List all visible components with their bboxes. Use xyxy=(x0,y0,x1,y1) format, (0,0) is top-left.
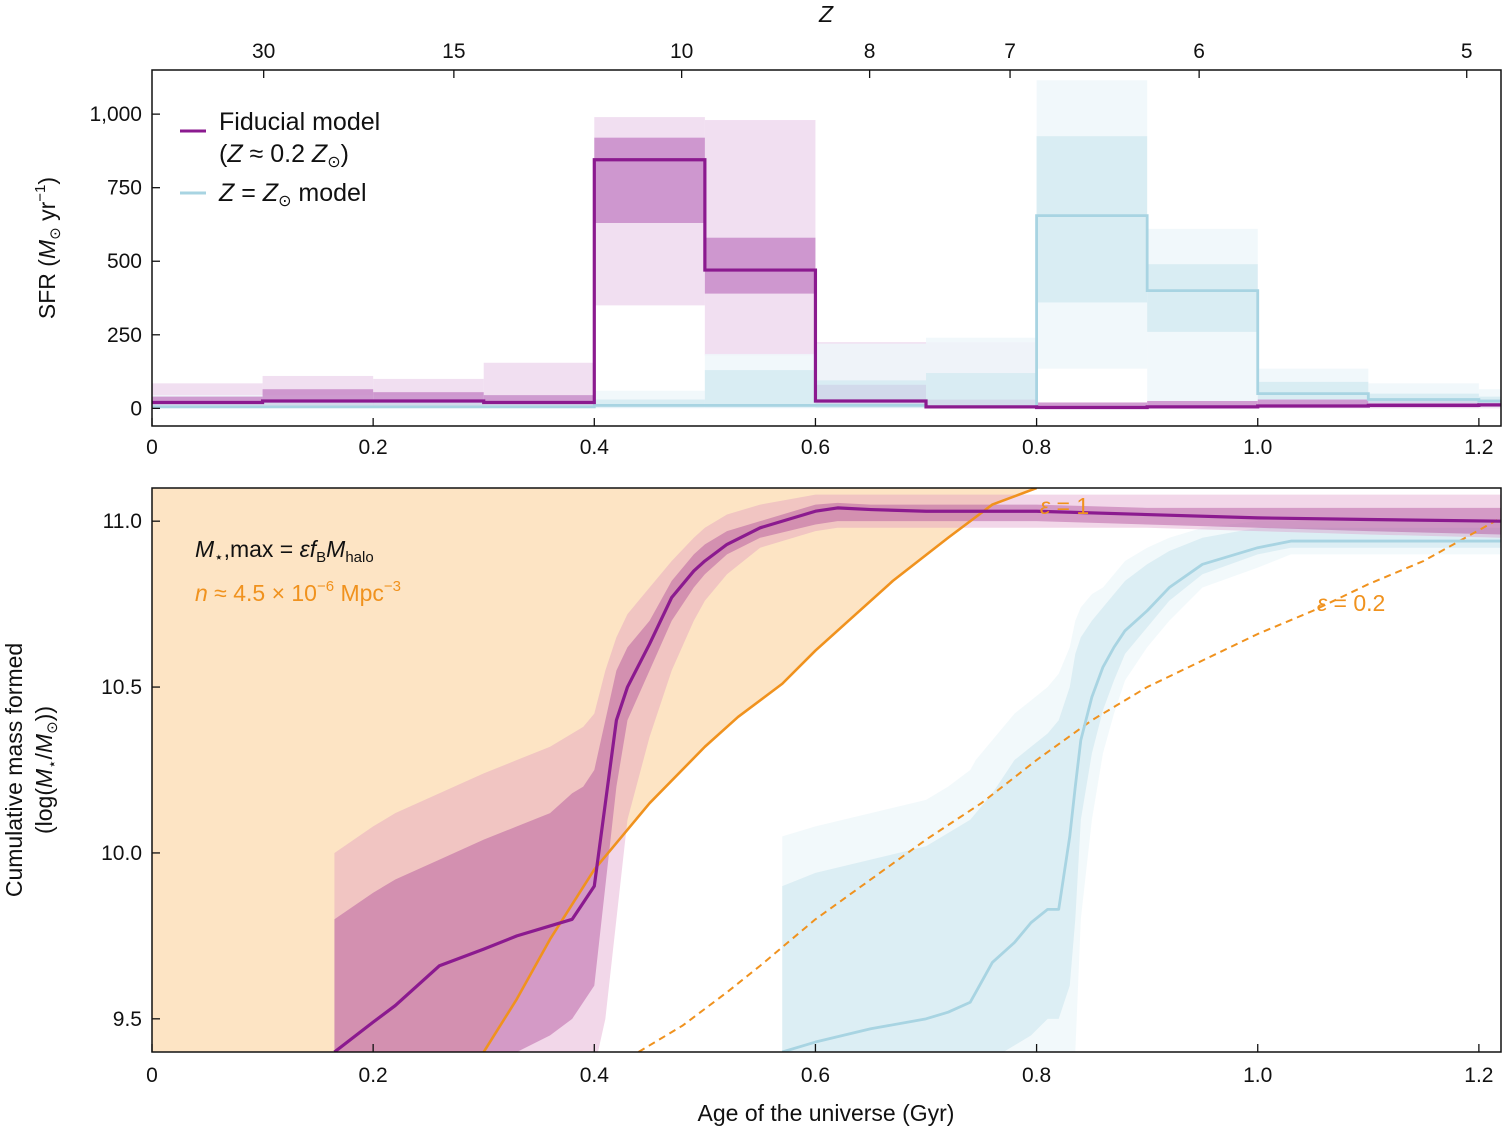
mass-y-axis-label-line1: Cumulative mass formed xyxy=(1,643,27,897)
redshift-tick-label: 30 xyxy=(252,40,275,63)
sfr-inner-band-1-5 xyxy=(704,370,816,408)
redshift-tick-label: 7 xyxy=(1004,40,1016,63)
redshift-tick-label: 10 xyxy=(670,40,693,63)
mass-line-epsilon-1 xyxy=(482,488,1038,1052)
mass-x-tick-label: 1.2 xyxy=(1464,1064,1493,1087)
sfr-inner-band-1-7 xyxy=(926,373,1037,409)
redshift-axis-title: Z xyxy=(818,1,834,27)
sfr-x-tick-label: 0 xyxy=(146,436,158,459)
sfr-y-tick-label: 750 xyxy=(107,177,142,200)
legend-solar-label: Z = Z⊙ model xyxy=(218,179,367,210)
mass-x-tick-label: 0.2 xyxy=(359,1064,388,1087)
sfr-inner-band-1-3 xyxy=(483,402,595,409)
mass-y-tick-label: 10.5 xyxy=(101,676,142,699)
sfr-inner-band-0-4 xyxy=(594,137,705,223)
mass-line-fiducial xyxy=(333,506,1501,1052)
sfr-inner-band-0-10 xyxy=(1257,399,1369,408)
redshift-tick-label: 5 xyxy=(1461,40,1473,63)
redshift-tick-label: 8 xyxy=(864,40,876,63)
redshift-tick-label: 6 xyxy=(1193,40,1205,63)
sfr-legend: Fiducial model (Z ≈ 0.2 Z⊙) Z = Z⊙ model xyxy=(180,108,380,210)
mass-lines xyxy=(333,488,1501,1052)
mass-fiducial-outer-band xyxy=(334,494,1501,1052)
max-mass-region xyxy=(152,488,1037,1052)
mass-x-tick-label: 0.6 xyxy=(801,1064,830,1087)
sfr-inner-band-0-11 xyxy=(1368,399,1479,408)
mass-line-solar xyxy=(781,539,1501,1052)
legend-fiducial-metallicity: (Z ≈ 0.2 Z⊙) xyxy=(219,140,349,171)
x-axis-label: Age of the universe (Gyr) xyxy=(698,1100,955,1126)
sfr-lines xyxy=(152,158,1501,410)
redshift-tick-label: 15 xyxy=(442,40,465,63)
max-mass-formula: M⋆,max = εfBMhalo xyxy=(195,536,374,566)
sfr-inner-band-0-8 xyxy=(1036,402,1148,409)
mass-x-tick-label: 0 xyxy=(146,1064,158,1087)
sfr-x-tick-label: 0.8 xyxy=(1022,436,1051,459)
mass-frame xyxy=(151,487,1502,1053)
mass-x-tick-label: 1.0 xyxy=(1243,1064,1272,1087)
sfr-bands xyxy=(152,80,1501,409)
mass-fiducial-inner-band xyxy=(334,502,1501,1052)
sfr-inner-band-0-3 xyxy=(483,395,595,406)
epsilon-0.2-label: ε = 0.2 xyxy=(1317,590,1385,616)
legend-fiducial-label: Fiducial model xyxy=(219,108,380,136)
sfr-inner-band-1-10 xyxy=(1257,381,1369,400)
sfr-x-tick-label: 1.0 xyxy=(1243,436,1272,459)
sfr-x-tick-label: 0.6 xyxy=(801,436,830,459)
sfr-y-axis-label: SFR (M⊙ yr−1) xyxy=(32,177,64,319)
mass-y-ticks: 9.5 10.0 10.5 11.0 xyxy=(101,510,160,1031)
sfr-frame xyxy=(151,69,1502,427)
mass-y-axis-label-line2: (log(M⋆/M⊙)) xyxy=(31,706,61,834)
sfr-inner-band-0-5 xyxy=(704,237,816,294)
redshift-ticks: 30 15 10 8 7 6 5 xyxy=(252,40,1473,78)
sfr-inner-band-0-9 xyxy=(1147,400,1258,408)
sfr-y-tick-label: 250 xyxy=(107,324,142,347)
mass-panel: 0 0.2 0.4 0.6 0.8 1.0 1.2 9.5 10.0 10.5 11.0 Age … xyxy=(1,487,1502,1126)
sfr-y-tick-label: 500 xyxy=(107,250,142,273)
sfr-inner-band-1-2 xyxy=(373,402,484,409)
mass-x-tick-label: 0.4 xyxy=(580,1064,610,1087)
sfr-x-ticks: 0 0.2 0.4 0.6 0.8 1.0 1.2 xyxy=(146,418,1493,459)
sfr-x-tick-label: 0.4 xyxy=(580,436,610,459)
sfr-x-tick-label: 0.2 xyxy=(359,436,388,459)
mass-line-epsilon-0.2 xyxy=(638,516,1501,1052)
sfr-inner-band-1-1 xyxy=(262,402,374,409)
sfr-x-tick-label: 1.2 xyxy=(1464,436,1493,459)
mass-x-tick-label: 0.8 xyxy=(1022,1064,1051,1087)
mass-y-tick-label: 10.0 xyxy=(101,842,142,865)
mass-bands xyxy=(334,494,1501,1052)
sfr-inner-band-1-9 xyxy=(1147,264,1258,332)
mass-x-ticks: 0 0.2 0.4 0.6 0.8 1.0 1.2 xyxy=(146,1044,1493,1087)
sfr-y-tick-label: 1,000 xyxy=(89,103,142,126)
mass-y-tick-label: 11.0 xyxy=(103,510,142,533)
epsilon-1-label: ε = 1 xyxy=(1040,493,1089,519)
mass-y-tick-label: 9.5 xyxy=(113,1008,142,1031)
sfr-inner-band-1-8 xyxy=(1036,136,1148,303)
sfr-inner-band-1-6 xyxy=(815,380,927,408)
sfr-panel: 0 0.2 0.4 0.6 0.8 1.0 1.2 0 250 500 750 1,000 30 15… xyxy=(32,1,1502,459)
mass-solar-inner-band xyxy=(782,527,1501,1052)
sfr-y-tick-label: 0 xyxy=(130,397,142,420)
sfr-inner-band-1-0 xyxy=(152,402,263,409)
sfr-y-ticks: 0 250 500 750 1,000 xyxy=(89,103,160,420)
sfr-inner-band-1-4 xyxy=(594,399,705,408)
sfr-line-fiducial xyxy=(152,158,1501,410)
number-density-annotation: n ≈ 4.5 × 10−6 Mpc−3 xyxy=(195,578,401,606)
